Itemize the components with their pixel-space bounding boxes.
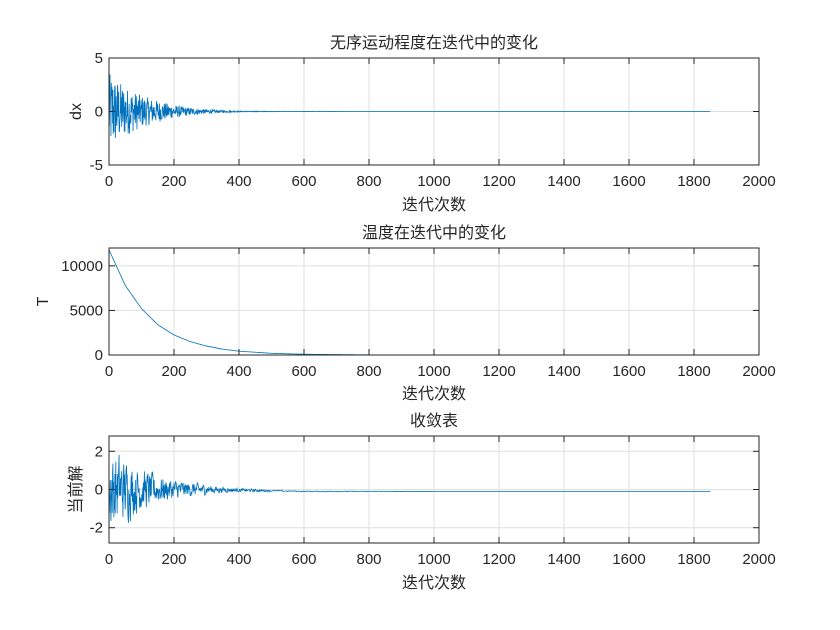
x-tick-label: 400 xyxy=(226,173,251,190)
x-tick-label: 200 xyxy=(161,173,186,190)
y-tick-label: 0 xyxy=(95,104,103,121)
x-tick-label: 1400 xyxy=(547,173,580,190)
y-tick-label: 5000 xyxy=(70,302,103,319)
x-tick-label: 0 xyxy=(105,551,113,568)
x-tick-label: 400 xyxy=(226,363,251,380)
x-tick-label: 800 xyxy=(356,551,381,568)
x-tick-label: 800 xyxy=(356,173,381,190)
x-tick-label: 1400 xyxy=(547,551,580,568)
x-tick-label: 1000 xyxy=(417,551,450,568)
x-tick-label: 600 xyxy=(291,551,316,568)
x-tick-label: 1000 xyxy=(417,363,450,380)
x-tick-label: 0 xyxy=(105,173,113,190)
x-tick-label: 2000 xyxy=(742,363,775,380)
series-line-当前解 xyxy=(108,454,711,523)
x-tick-label: 1600 xyxy=(612,363,645,380)
chart-title: 收敛表 xyxy=(410,411,458,430)
chart-title: 无序运动程度在迭代中的变化 xyxy=(330,33,538,52)
x-tick-label: 1000 xyxy=(417,173,450,190)
y-tick-label: 0 xyxy=(95,482,103,499)
x-tick-label: 1800 xyxy=(677,363,710,380)
y-tick-label: -2 xyxy=(90,520,103,537)
x-tick-label: 0 xyxy=(105,363,113,380)
chart-panel-3: 0 200 400 600 800 1000 1200 1400 1600 1800 2000-20… xyxy=(67,411,776,592)
x-tick-label: 2000 xyxy=(742,551,775,568)
chart-panel-2: 0 200 400 600 800 1000 1200 1400 1600 1800 2000 0 50… xyxy=(35,223,776,403)
x-axis-label: 迭代次数 xyxy=(402,384,466,403)
y-tick-label: 5 xyxy=(95,50,103,67)
x-tick-label: 400 xyxy=(226,551,251,568)
y-tick-label: 2 xyxy=(95,443,103,460)
x-tick-label: 200 xyxy=(161,551,186,568)
y-axis-label: 当前解 xyxy=(67,465,85,513)
x-tick-label: 2000 xyxy=(742,173,775,190)
y-axis-label: dx xyxy=(68,103,85,120)
y-tick-label: 10000 xyxy=(61,258,103,275)
x-tick-label: 600 xyxy=(291,363,316,380)
y-tick-label: 0 xyxy=(95,347,103,364)
x-axis-label: 迭代次数 xyxy=(402,573,466,592)
series-line-dx xyxy=(108,74,711,138)
y-tick-label: -5 xyxy=(90,157,103,174)
x-tick-label: 1600 xyxy=(612,173,645,190)
x-tick-label: 1200 xyxy=(482,173,515,190)
y-axis-label: T xyxy=(35,296,52,306)
x-tick-label: 1400 xyxy=(547,363,580,380)
x-tick-label: 600 xyxy=(291,173,316,190)
x-axis-label: 迭代次数 xyxy=(402,195,466,214)
x-tick-label: 1200 xyxy=(482,551,515,568)
x-tick-label: 200 xyxy=(161,363,186,380)
x-tick-label: 1800 xyxy=(677,173,710,190)
chart-title: 温度在迭代中的变化 xyxy=(362,223,506,242)
chart-panel-1: 0 200 400 600 800 1000 1200 1400 1600 1800 2000-50… xyxy=(68,33,776,214)
x-tick-label: 1800 xyxy=(677,551,710,568)
x-tick-label: 1600 xyxy=(612,551,645,568)
x-tick-label: 800 xyxy=(356,363,381,380)
x-tick-label: 1200 xyxy=(482,363,515,380)
